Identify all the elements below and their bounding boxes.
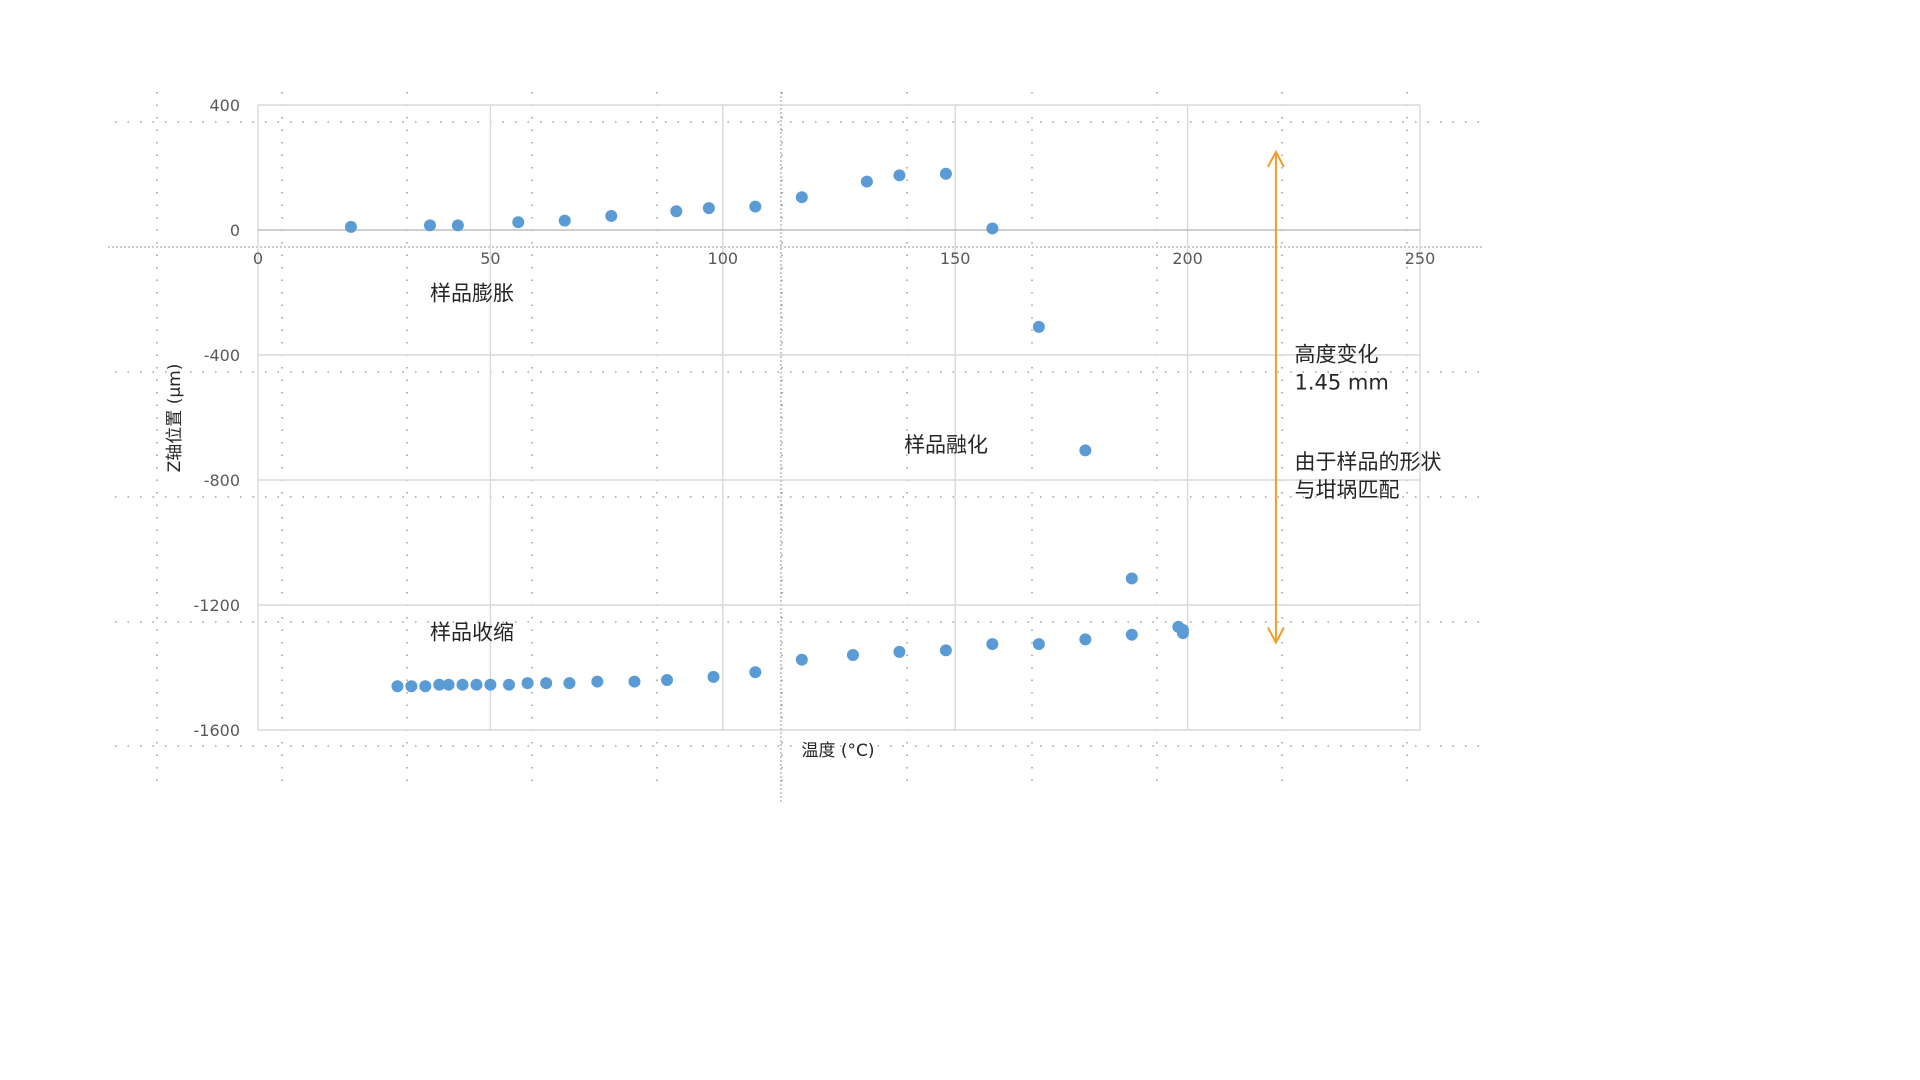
data-point — [391, 680, 404, 693]
arrow-head-top — [1267, 149, 1285, 168]
data-point — [1125, 572, 1138, 585]
data-point — [986, 638, 999, 651]
y-tick-label: 400 — [209, 96, 240, 115]
data-point — [795, 653, 808, 666]
x-tick-label: 0 — [253, 249, 263, 268]
x-tick-label: 50 — [480, 249, 500, 268]
data-point — [661, 674, 674, 686]
data-point — [540, 677, 553, 690]
data-point — [1176, 624, 1189, 636]
annotation-label: 样品融化 — [904, 433, 988, 457]
data-point — [1079, 633, 1092, 646]
data-point — [628, 675, 641, 688]
dotted-guide-lines — [108, 92, 1482, 802]
data-point — [1032, 638, 1045, 651]
scatter-chart: 0 50 100 150 200 250 400 0 -400 -800 -1200 -1600 样… — [108, 92, 1482, 802]
data-point — [670, 205, 683, 218]
x-tick-label: 150 — [940, 249, 971, 268]
data-point — [405, 680, 418, 693]
data-point — [605, 209, 618, 222]
data-point — [986, 222, 999, 235]
data-point — [423, 219, 436, 232]
data-point — [795, 191, 808, 204]
data-point — [563, 677, 576, 690]
data-point — [749, 200, 762, 213]
annotation-label: 由于样品的形状 — [1295, 450, 1442, 474]
y-tick-label: -1600 — [194, 721, 241, 740]
data-point — [470, 678, 483, 691]
data-point — [591, 675, 604, 688]
data-point — [512, 216, 525, 229]
data-point — [939, 644, 952, 657]
data-point — [433, 678, 446, 691]
height-change-arrow — [1267, 149, 1285, 645]
x-axis-label: 温度 (°C) — [801, 741, 874, 761]
data-point — [846, 649, 859, 661]
annotation-label: 高度变化 — [1295, 342, 1379, 366]
data-point — [702, 202, 715, 215]
data-point — [893, 645, 906, 658]
data-point — [456, 678, 469, 691]
y-tick-label: -400 — [204, 346, 240, 365]
data-points — [344, 167, 1189, 693]
annotation-label: 样品收缩 — [430, 620, 514, 644]
x-tick-label: 250 — [1405, 249, 1436, 268]
y-tick-label: -800 — [204, 471, 240, 490]
data-point — [707, 670, 720, 683]
x-tick-labels: 0 50 100 150 200 250 — [253, 249, 1435, 268]
data-point — [1032, 320, 1045, 333]
y-tick-label: -1200 — [194, 596, 241, 615]
annotation-label: 样品膨胀 — [430, 281, 514, 305]
data-point — [939, 167, 952, 180]
gridlines — [257, 104, 1421, 731]
data-point — [860, 175, 873, 188]
x-tick-label: 100 — [708, 249, 739, 268]
annotation-label: 与坩埚匹配 — [1295, 478, 1400, 502]
data-point — [893, 169, 906, 182]
y-tick-label: 0 — [230, 221, 240, 240]
data-point — [484, 678, 497, 691]
data-point — [419, 680, 432, 693]
y-axis-label: Z轴位置 (μm) — [165, 364, 185, 473]
data-point — [749, 666, 762, 679]
y-tick-labels: 400 0 -400 -800 -1200 -1600 — [194, 96, 241, 740]
data-point — [442, 678, 455, 691]
data-point — [1079, 444, 1092, 457]
data-point — [344, 220, 357, 233]
data-point — [521, 677, 534, 690]
x-tick-label: 200 — [1172, 249, 1203, 268]
data-point — [558, 214, 571, 227]
data-point — [1125, 628, 1138, 641]
annotation-label: 1.45 mm — [1295, 370, 1389, 394]
arrow-head-bottom — [1267, 627, 1285, 645]
data-point — [451, 219, 464, 232]
data-point — [502, 678, 515, 691]
